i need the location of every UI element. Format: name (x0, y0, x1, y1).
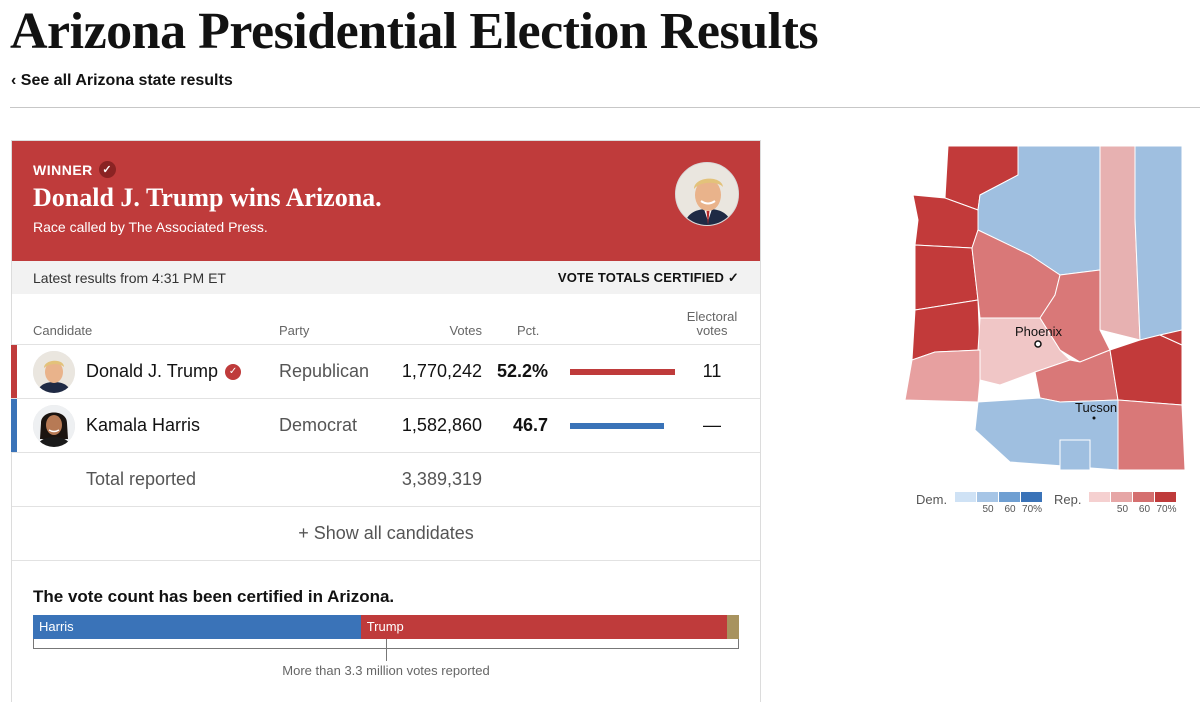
legend-rep-label: Rep. (1054, 492, 1082, 507)
legend-swatch (1089, 492, 1111, 502)
candidate-pct: 52.2% (496, 361, 548, 381)
legend-dem-label: Dem. (916, 492, 948, 507)
race-called-text: Race called by The Associated Press. (33, 219, 268, 235)
pct-bar (570, 423, 664, 429)
party-stripe-republican (11, 345, 17, 398)
legend-rep-swatches (1089, 492, 1177, 502)
candidate-name-cell: Donald J. Trump ✓ (86, 361, 242, 382)
header-party: Party (279, 323, 310, 338)
legend-dem-scale: 50 60 70% (955, 492, 1043, 515)
legend-rep-ticks: 50 60 70% (1089, 504, 1177, 515)
vote-share-bar: Harris Trump (33, 615, 739, 639)
checkmark-icon: ✓ (98, 161, 116, 178)
winner-label: WINNER ✓ (33, 161, 739, 178)
candidate-row-harris: Kamala Harris Democrat 1,582,860 46.7 — (11, 398, 760, 452)
candidate-name-cell: Kamala Harris (86, 415, 200, 436)
county-navajo[interactable] (1099, 145, 1141, 341)
share-bar-axis (33, 639, 739, 661)
results-table-header: Candidate Party Votes Pct. Electoral vot… (12, 294, 760, 344)
share-segment-trump: Trump (360, 615, 727, 639)
total-reported-votes: 3,389,319 (401, 469, 482, 489)
votes-reported-caption: More than 3.3 million votes reported (282, 663, 490, 678)
county-cochise[interactable] (1117, 399, 1186, 471)
candidate-votes: 1,582,860 (401, 415, 482, 435)
certification-section: The vote count has been certified in Ari… (12, 561, 760, 678)
total-reported-row: Total reported 3,389,319 (12, 452, 760, 506)
phoenix-marker (1034, 340, 1042, 348)
share-segment-other (727, 615, 739, 639)
phoenix-label: Phoenix (1015, 324, 1062, 339)
candidate-party: Republican (279, 361, 370, 381)
winner-portrait-image (675, 162, 739, 226)
legend-tick: 70% (1022, 504, 1043, 515)
map-legend: Dem. 50 60 70% Rep. (916, 492, 1200, 526)
header-electoral-votes: Electoral votes (672, 310, 752, 338)
results-card: WINNER ✓ Donald J. Trump wins Arizona. R… (11, 140, 761, 702)
county-yuma-east[interactable] (904, 349, 981, 403)
legend-tick: 50 (1116, 504, 1129, 515)
legend-dem-group: Dem. 50 60 70% (916, 492, 1043, 515)
legend-tick: 60 (1138, 504, 1151, 515)
legend-tick: 50 (982, 504, 994, 515)
party-stripe-democrat (11, 399, 17, 452)
candidate-row-trump: Donald J. Trump ✓ Republican 1,770,242 5… (11, 344, 760, 398)
trump-avatar (33, 351, 75, 393)
county-la-paz[interactable] (914, 244, 979, 311)
legend-tick (1089, 504, 1111, 515)
legend-swatch (1111, 492, 1133, 502)
status-bar: Latest results from 4:31 PM ET VOTE TOTA… (12, 261, 760, 294)
legend-dem-ticks: 50 60 70% (955, 504, 1043, 515)
legend-swatch (955, 492, 977, 502)
header-votes: Votes (449, 323, 482, 338)
latest-results-time: Latest results from 4:31 PM ET (33, 269, 226, 286)
winner-label-text: WINNER (33, 161, 93, 178)
winner-headline: Donald J. Trump wins Arizona. (33, 183, 382, 212)
vote-totals-certified-label: VOTE TOTALS CERTIFIED ✓ (557, 269, 739, 285)
header-electoral-line1: Electoral (686, 309, 738, 324)
share-segment-harris: Harris (33, 615, 361, 639)
arizona-county-map[interactable]: Phoenix Tucson (900, 140, 1200, 480)
winner-banner: WINNER ✓ Donald J. Trump wins Arizona. R… (12, 141, 760, 261)
harris-avatar (33, 405, 75, 447)
majority-midline (386, 639, 387, 661)
legend-tick (955, 504, 977, 515)
legend-tick: 70% (1156, 504, 1177, 515)
candidate-name: Donald J. Trump (86, 361, 219, 381)
legend-rep-group: Rep. 50 60 70% (1054, 492, 1177, 515)
tucson-label: Tucson (1075, 400, 1117, 415)
candidate-name: Kamala Harris (86, 415, 201, 435)
candidate-electoral-votes: 11 (702, 361, 722, 381)
county-santa-cruz[interactable] (1059, 439, 1091, 471)
legend-tick: 60 (1004, 504, 1016, 515)
legend-swatch (1155, 492, 1177, 502)
pct-bar (570, 369, 675, 375)
legend-swatch (1133, 492, 1155, 502)
county-graham[interactable] (1109, 334, 1183, 406)
legend-rep-scale: 50 60 70% (1089, 492, 1177, 515)
candidate-votes: 1,770,242 (401, 361, 482, 381)
show-all-candidates-button[interactable]: + Show all candidates (12, 506, 760, 561)
candidate-party: Democrat (279, 415, 358, 435)
candidate-electoral-votes: — (703, 415, 721, 435)
winner-check-icon: ✓ (225, 363, 242, 380)
pct-bar-track (570, 369, 675, 375)
header-divider (10, 107, 1200, 108)
county-greenlee[interactable] (1158, 329, 1183, 346)
header-candidate: Candidate (33, 323, 93, 338)
header-electoral-line2: votes (696, 323, 728, 338)
page-title: Arizona Presidential Election Results (10, 3, 819, 60)
tucson-marker (1092, 416, 1096, 420)
total-reported-label: Total reported (86, 469, 197, 489)
back-to-state-results-link[interactable]: ‹ See all Arizona state results (11, 72, 233, 89)
certification-heading: The vote count has been certified in Ari… (33, 587, 395, 606)
legend-dem-swatches (955, 492, 1043, 502)
legend-swatch (977, 492, 999, 502)
header-pct: Pct. (517, 323, 540, 338)
candidate-pct: 46.7 (512, 415, 548, 435)
legend-swatch (999, 492, 1021, 502)
legend-swatch (1021, 492, 1043, 502)
county-apache[interactable] (1134, 145, 1183, 341)
pct-bar-track (570, 423, 675, 429)
